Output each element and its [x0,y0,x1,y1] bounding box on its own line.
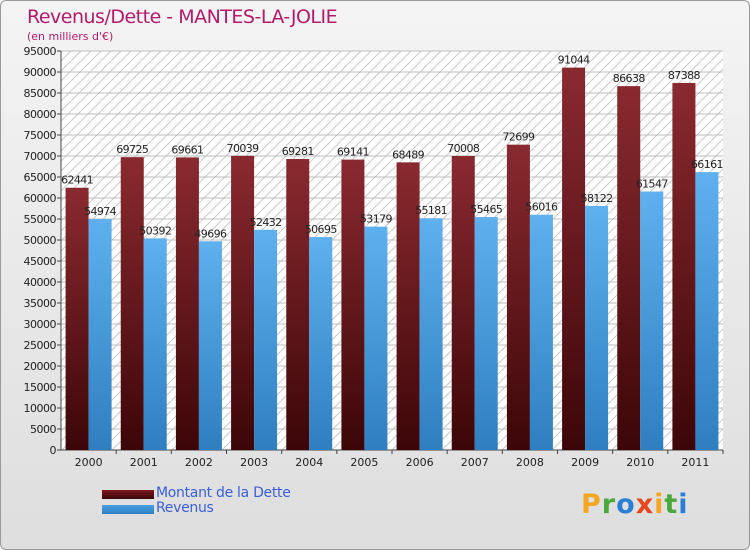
logo-letter: x [635,489,655,520]
bar-dette [396,162,420,451]
bar-dette [175,157,199,450]
data-label-dette: 69281 [282,145,314,158]
logo-letter: r [601,489,617,520]
data-label-dette: 91044 [558,54,591,67]
bar-dette [231,155,255,451]
y-tick-label: 5000 [30,423,56,436]
x-tick-label: 2010 [626,456,654,469]
x-tick-label: 2001 [130,456,158,469]
chart-title: Revenus/Dette - MANTES-LA-JOLIE [27,6,338,28]
y-tick-label: 80000 [24,108,57,121]
logo-letter: t [664,489,679,520]
data-label-dette: 86638 [613,72,646,85]
data-label-revenus: 55181 [415,204,447,217]
bar-dette [617,86,641,451]
y-tick-label: 45000 [24,255,57,268]
data-label-revenus: 56016 [525,201,558,214]
data-label-revenus: 50392 [139,224,171,237]
bar-revenus [640,191,664,450]
x-tick-label: 2009 [571,456,599,469]
data-label-revenus: 55465 [470,203,503,216]
x-tick-label: 2007 [461,456,489,469]
bar-dette [341,159,365,451]
bar-dette [65,187,89,450]
bar-revenus [585,205,609,450]
data-label-dette: 62441 [61,174,93,187]
data-label-dette: 69661 [171,143,203,156]
data-label-dette: 70039 [227,142,260,155]
x-tick-label: 2011 [681,456,709,469]
x-tick-label: 2003 [240,456,268,469]
bar-revenus [419,218,443,450]
y-tick-label: 60000 [24,192,57,205]
logo-letter: o [616,489,636,520]
bar-revenus [474,217,498,450]
y-tick-label: 65000 [24,171,57,184]
bar-dette [506,144,530,451]
y-tick-label: 10000 [24,402,57,415]
bar-revenus [143,238,167,450]
data-label-revenus: 61547 [636,178,669,191]
data-label-dette: 70008 [447,142,480,155]
x-tick-label: 2002 [185,456,213,469]
data-label-revenus: 66161 [691,158,723,171]
bar-dette [562,67,586,450]
logo-letter: i [678,489,689,520]
y-tick-label: 0 [50,444,57,457]
data-label-revenus: 58122 [581,192,613,205]
x-tick-label: 2006 [406,456,434,469]
x-tick-label: 2000 [75,456,103,469]
x-tick-label: 2005 [350,456,378,469]
bar-revenus [309,237,333,450]
legend-label-revenus: Revenus [156,500,214,516]
bar-revenus [88,219,112,450]
logo-letter: P [581,489,602,520]
legend-swatch-revenus [102,505,154,514]
y-tick-label: 15000 [24,381,57,394]
bar-revenus [254,229,278,450]
y-tick-label: 90000 [24,66,57,79]
data-label-revenus: 53179 [360,213,393,226]
plot-hatching [61,51,723,450]
chart-subtitle: (en milliers d'€) [27,30,114,43]
y-tick-label: 85000 [24,87,57,100]
data-label-dette: 68489 [392,148,425,161]
data-label-dette: 69141 [337,146,369,159]
legend-label-dette: Montant de la Dette [156,485,291,501]
data-label-dette: 69725 [116,143,149,156]
y-tick-label: 35000 [24,297,57,310]
proxiti-logo: Proxiti [581,489,689,520]
bar-revenus [529,214,553,450]
y-tick-label: 55000 [24,213,57,226]
legend-swatch-dette [102,490,154,499]
y-tick-label: 50000 [24,234,57,247]
data-label-dette: 72699 [502,131,535,144]
y-tick-label: 70000 [24,150,57,163]
x-tick-label: 2004 [295,456,323,469]
y-tick-label: 20000 [24,360,57,373]
y-tick-label: 25000 [24,339,57,352]
x-tick-label: 2008 [516,456,544,469]
bar-revenus [198,241,222,450]
data-label-revenus: 54974 [84,205,117,218]
bar-revenus [695,172,719,451]
y-tick-label: 30000 [24,318,57,331]
bar-dette [120,157,144,450]
data-label-revenus: 50695 [305,223,338,236]
bar-dette [286,159,310,450]
bar-revenus [364,226,388,450]
bar-dette [451,155,475,450]
data-label-revenus: 49696 [194,227,227,240]
bar-dette [672,82,696,450]
logo-letter: i [654,489,665,520]
data-label-dette: 87388 [668,69,701,82]
data-label-revenus: 52432 [250,216,282,229]
y-tick-label: 75000 [24,129,57,142]
y-tick-label: 40000 [24,276,57,289]
y-tick-label: 95000 [24,45,57,58]
